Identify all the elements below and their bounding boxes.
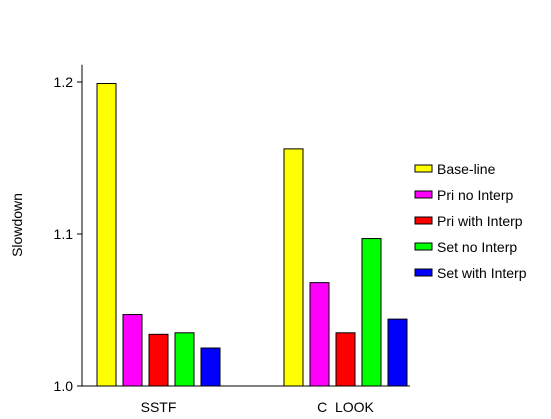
legend: Base-line Pri no Interp Pri with Interp Set… xyxy=(414,161,527,281)
legend-swatch xyxy=(414,216,433,225)
bar-sstf-0 xyxy=(96,83,117,387)
bar-clook-3 xyxy=(361,238,382,387)
bar-sstf-4 xyxy=(200,347,221,387)
bar-clook-0 xyxy=(283,148,304,387)
y-tick-label: 1.2 xyxy=(54,74,74,90)
bar-clook-4 xyxy=(387,318,408,387)
legend-swatch xyxy=(414,268,433,277)
legend-entry: Set with Interp xyxy=(437,265,527,281)
legend-swatch xyxy=(414,242,433,251)
y-tick-label: 1.1 xyxy=(54,226,74,242)
x-category-label: C LOOK xyxy=(317,399,374,414)
bar-sstf-2 xyxy=(148,333,169,387)
y-tick-label: 1.0 xyxy=(54,378,74,394)
legend-entry: Pri with Interp xyxy=(437,213,523,229)
y-axis-label: Slowdown xyxy=(9,193,25,257)
legend-swatch xyxy=(414,190,433,199)
legend-swatch xyxy=(414,164,433,173)
bars xyxy=(96,83,408,387)
labels: Slowdown SSTF C LOOK xyxy=(9,193,375,415)
legend-entry: Set no Interp xyxy=(437,239,517,255)
bar-clook-1 xyxy=(309,282,330,387)
bar-clook-2 xyxy=(335,332,356,387)
bar-sstf-3 xyxy=(174,332,195,387)
bar-sstf-1 xyxy=(122,314,143,387)
legend-entry: Pri no Interp xyxy=(437,187,513,203)
x-category-label: SSTF xyxy=(141,399,177,414)
legend-entry: Base-line xyxy=(437,161,496,177)
